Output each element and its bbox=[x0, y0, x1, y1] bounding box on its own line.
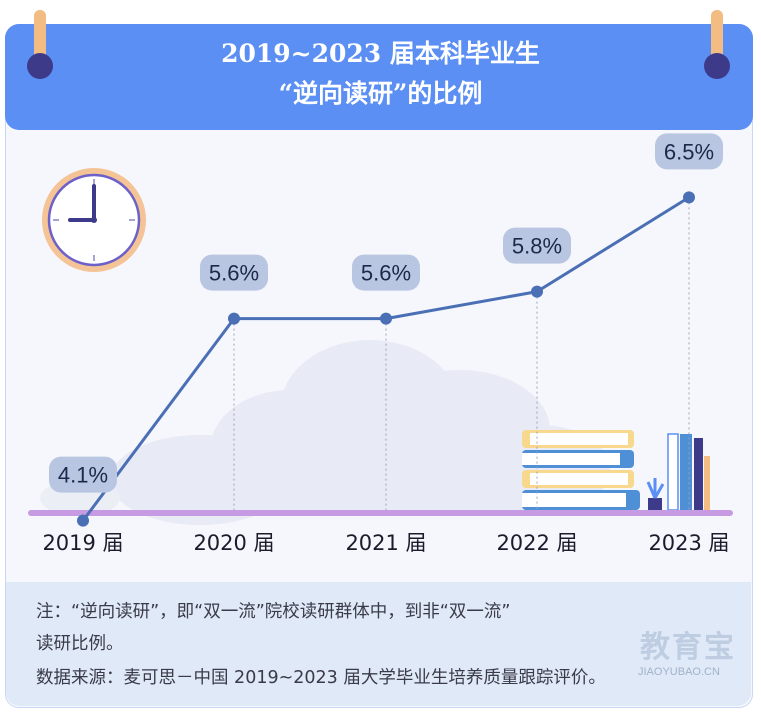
value-label-bubble bbox=[352, 254, 420, 291]
note-line-1: 注：“逆向读研”，即“双一流”院校读研群体中，到非“双一流” bbox=[36, 602, 511, 622]
chart-title-line2: “逆向读研”的比例 bbox=[278, 79, 483, 108]
line-chart: 4.1% 2019 届 5.6% 2020 届 5.6% 2021 届 5.8% 2022 届… bbox=[28, 133, 733, 555]
value-label-bubble bbox=[200, 254, 268, 291]
category-label: 2020 届 bbox=[193, 531, 274, 555]
right-binder-peg-top bbox=[711, 10, 723, 50]
x-axis-bar bbox=[28, 510, 733, 516]
note-panel: 注：“逆向读研”，即“双一流”院校读研群体中，到非“双一流” 读研比例。 数据来… bbox=[6, 582, 751, 706]
chart-title-line1: 2019~2023 届本科毕业生 bbox=[221, 39, 540, 68]
value-label-bubble bbox=[503, 227, 571, 264]
value-label: 4.1% bbox=[58, 463, 108, 488]
clock-icon bbox=[42, 168, 146, 272]
right-binder-ring bbox=[704, 53, 730, 79]
value-label: 6.5% bbox=[664, 139, 714, 164]
books-icon bbox=[522, 430, 640, 510]
category-label: 2019 届 bbox=[42, 531, 123, 555]
data-point bbox=[531, 285, 543, 298]
left-binder-ring bbox=[27, 53, 53, 79]
value-label-bubble bbox=[655, 133, 723, 170]
value-label: 5.6% bbox=[209, 261, 259, 286]
data-point bbox=[77, 514, 89, 527]
title-banner bbox=[5, 24, 753, 130]
chart-title: 2019~2023 届本科毕业生 “逆向读研”的比例 bbox=[0, 34, 761, 114]
watermark-logo: 教育宝 JIAOYUBAO.CN bbox=[636, 622, 746, 692]
note-line-2: 读研比例。 bbox=[36, 634, 124, 654]
data-point bbox=[228, 312, 240, 325]
data-point bbox=[683, 191, 695, 204]
value-label-bubble bbox=[49, 456, 117, 493]
category-label: 2023 届 bbox=[648, 531, 729, 555]
value-label: 5.8% bbox=[512, 234, 562, 259]
category-label: 2022 届 bbox=[496, 531, 577, 555]
left-binder-peg-top bbox=[34, 10, 46, 50]
category-label: 2021 届 bbox=[345, 531, 426, 555]
watermark-brand: 教育宝 bbox=[640, 630, 736, 665]
note-source: 数据来源：麦可思－中国 2019~2023 届大学毕业生培养质量跟踪评价。 bbox=[36, 668, 606, 688]
plant-icon bbox=[646, 478, 665, 510]
data-point bbox=[380, 312, 392, 325]
value-label: 5.6% bbox=[361, 261, 411, 286]
watermark-url: JIAOYUBAO.CN bbox=[638, 666, 720, 678]
